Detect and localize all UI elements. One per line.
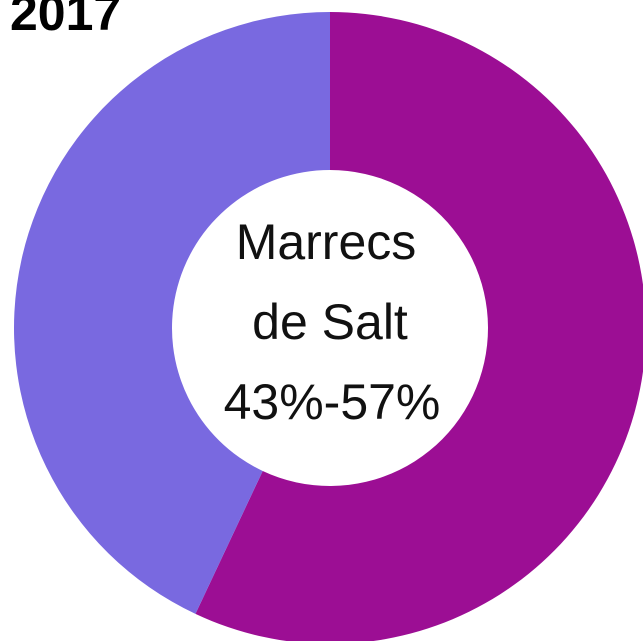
slices bbox=[13, 12, 643, 641]
chart-title: 2017 bbox=[10, 0, 121, 41]
slice bbox=[195, 12, 643, 641]
slice bbox=[13, 12, 331, 614]
center-value-label: 43%-57% bbox=[224, 374, 441, 430]
center-label: de Salt bbox=[252, 294, 408, 350]
center-label: Marrecs bbox=[236, 214, 417, 270]
